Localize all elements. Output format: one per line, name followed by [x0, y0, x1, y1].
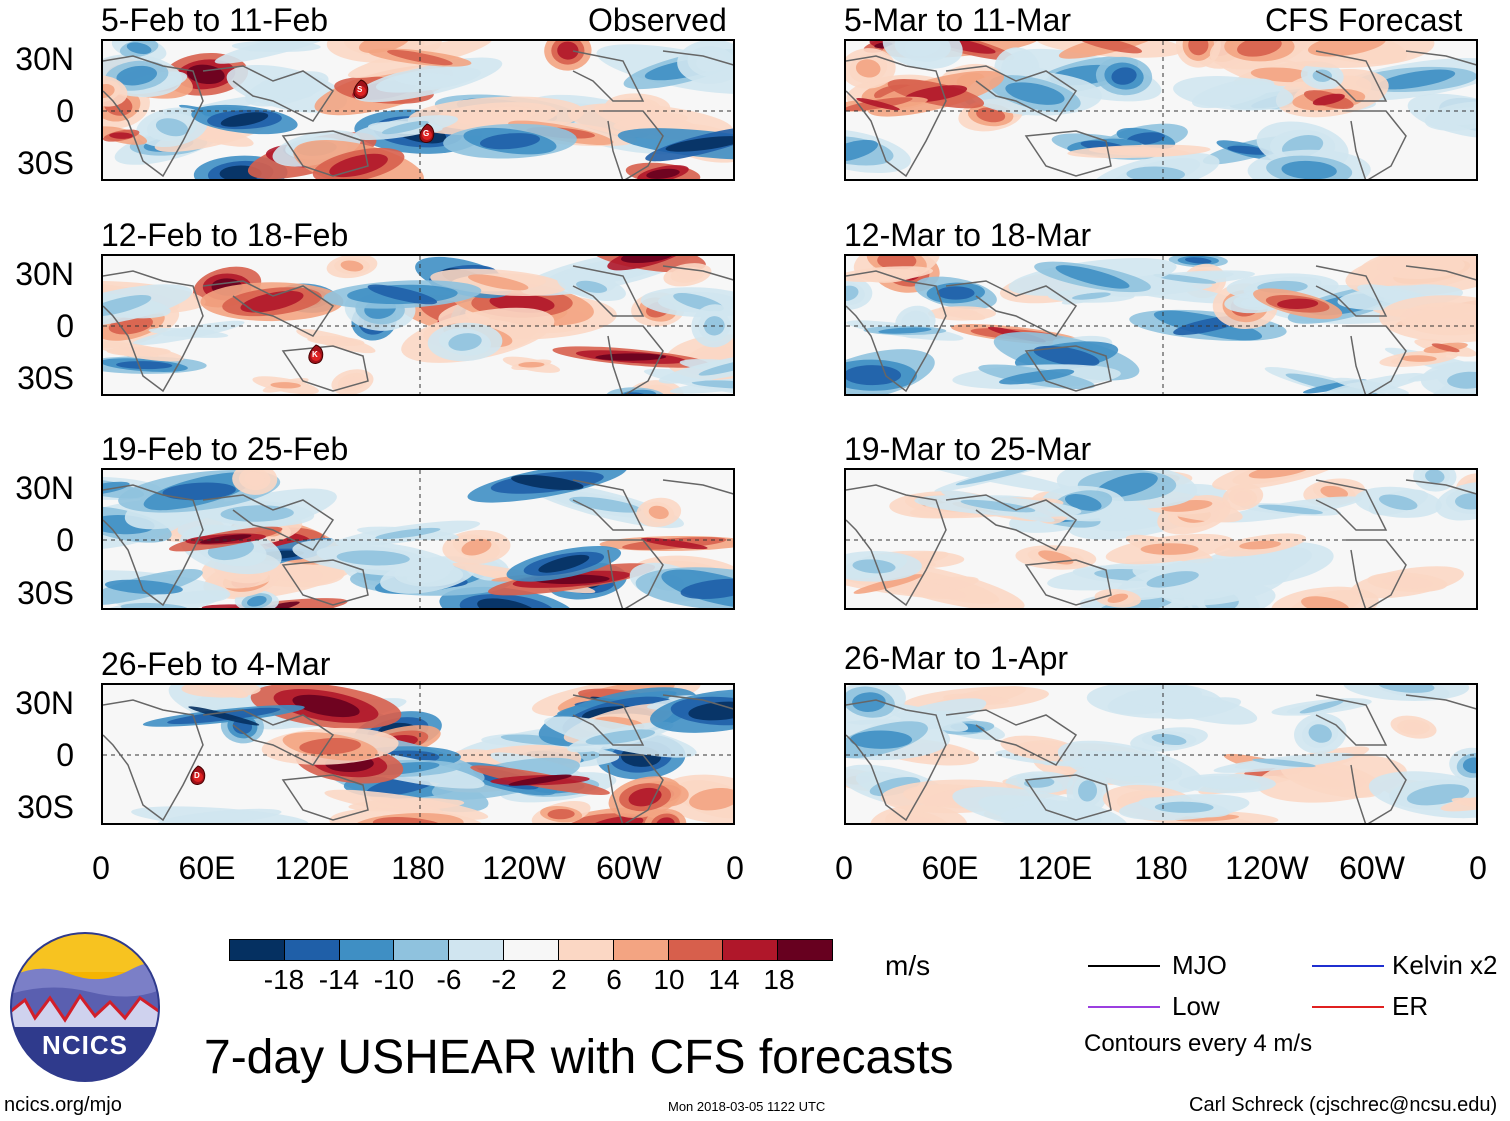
panel-title-fcst-3: 19-Mar to 25-Mar — [844, 431, 1092, 467]
panel-title-obs-3: 19-Feb to 25-Feb — [101, 431, 349, 467]
colorbar-tick: -2 — [491, 964, 517, 995]
colorbar-cell — [394, 940, 450, 960]
legend-label-low: Low — [1172, 991, 1220, 1021]
lat-label-30n: 30N — [15, 470, 74, 506]
legend-label-er: ER — [1392, 991, 1429, 1021]
map-panel-fcst-1 — [844, 39, 1478, 181]
timestamp: Mon 2018-03-05 1122 UTC — [668, 1099, 826, 1114]
lat-label-30n: 30N — [15, 685, 74, 721]
lon-label-60w: 60W — [596, 850, 662, 886]
site-link[interactable]: ncics.org/mjo — [4, 1094, 122, 1116]
lat-label-30s: 30S — [17, 360, 74, 396]
colorbar-cell — [504, 940, 559, 960]
colorbar-cell — [284, 940, 340, 960]
legend-line-low — [1088, 1006, 1160, 1008]
panel-title-obs-1: 5-Feb to 11-Feb — [101, 2, 329, 38]
storm-marker-s: S — [352, 79, 370, 106]
observed-header: Observed — [588, 2, 727, 38]
lon-label-60e: 60E — [178, 850, 236, 886]
lon-label-120w: 120W — [482, 850, 566, 886]
storm-marker-k: K — [307, 344, 325, 371]
map-panel-obs-4 — [101, 683, 735, 825]
lat-label-30n: 30N — [15, 256, 74, 292]
lat-label-eq: 0 — [56, 308, 74, 344]
storm-marker-label: D — [194, 771, 200, 780]
lat-label-30s: 30S — [17, 145, 74, 181]
lat-label-eq: 0 — [56, 737, 74, 773]
lat-label-30n: 30N — [15, 41, 74, 77]
ncics-logo: NCICS — [10, 932, 160, 1082]
colorbar-cell — [339, 940, 395, 960]
colorbar-tick: -18 — [263, 964, 305, 995]
lat-label-eq: 0 — [56, 522, 74, 558]
lat-label-30s: 30S — [17, 575, 74, 611]
map-panel-obs-3 — [101, 468, 735, 610]
storm-marker-label: K — [312, 350, 318, 359]
lon-label-120e: 120E — [1017, 850, 1093, 886]
map-panel-fcst-4 — [844, 683, 1478, 825]
lon-label-120w: 120W — [1225, 850, 1309, 886]
lon-label-0: 0 — [92, 850, 110, 886]
storm-marker-label: G — [423, 129, 430, 138]
panel-title-obs-2: 12-Feb to 18-Feb — [101, 217, 349, 253]
lon-label-180: 180 — [391, 850, 445, 886]
legend-line-kelvin — [1312, 965, 1384, 967]
lat-label-30s: 30S — [17, 789, 74, 825]
panel-title-fcst-2: 12-Mar to 18-Mar — [844, 217, 1092, 253]
cfs-forecast-header: CFS Forecast — [1265, 2, 1463, 38]
lon-label-60e: 60E — [921, 850, 979, 886]
legend-label-kelvin: Kelvin x2 — [1392, 950, 1498, 980]
colorbar-tick: 6 — [606, 964, 622, 995]
legend-label-mjo: MJO — [1172, 950, 1227, 980]
lon-label-0: 0 — [835, 850, 853, 886]
author-credit: Carl Schreck (cjschrec@ncsu.edu) — [1189, 1094, 1498, 1116]
panel-title-fcst-1: 5-Mar to 11-Mar — [844, 2, 1072, 38]
storm-marker-d: D — [189, 765, 207, 792]
units-label: m/s — [885, 950, 931, 981]
colorbar-cell — [558, 940, 614, 960]
main-title: 7-day USHEAR with CFS forecasts — [204, 1031, 954, 1084]
colorbar-tick: 2 — [551, 964, 567, 995]
colorbar-cell — [778, 940, 832, 960]
lon-label-0-end: 0 — [1469, 850, 1487, 886]
map-panel-obs-2 — [101, 254, 735, 396]
panel-title-obs-4: 26-Feb to 4-Mar — [101, 646, 331, 682]
colorbar-cell — [230, 940, 285, 960]
colorbar-tick: -14 — [318, 964, 360, 995]
colorbar-tick: 18 — [763, 964, 795, 995]
lon-label-60w: 60W — [1339, 850, 1405, 886]
legend-line-er — [1312, 1006, 1384, 1008]
contour-note: Contours every 4 m/s — [1084, 1030, 1313, 1057]
colorbar-cell — [723, 940, 779, 960]
colorbar-tick: 10 — [653, 964, 685, 995]
legend-line-mjo — [1088, 965, 1160, 967]
map-panel-fcst-3 — [844, 468, 1478, 610]
colorbar-tick: -6 — [436, 964, 462, 995]
colorbar-cell — [449, 940, 505, 960]
lon-label-120e: 120E — [274, 850, 350, 886]
lat-label-eq: 0 — [56, 93, 74, 129]
lon-label-180: 180 — [1134, 850, 1188, 886]
lon-label-0-end: 0 — [726, 850, 744, 886]
colorbar-cell — [668, 940, 724, 960]
colorbar-tick: 14 — [708, 964, 740, 995]
logo-text: NCICS — [42, 1030, 128, 1060]
map-panel-fcst-2 — [844, 254, 1478, 396]
panel-title-fcst-4: 26-Mar to 1-Apr — [844, 640, 1069, 676]
storm-marker-label: S — [357, 85, 363, 94]
colorbar-tick: -10 — [373, 964, 415, 995]
colorbar-cell — [613, 940, 669, 960]
map-panel-obs-1 — [101, 39, 735, 181]
colorbar — [229, 939, 833, 961]
storm-marker-g: G — [418, 123, 436, 150]
